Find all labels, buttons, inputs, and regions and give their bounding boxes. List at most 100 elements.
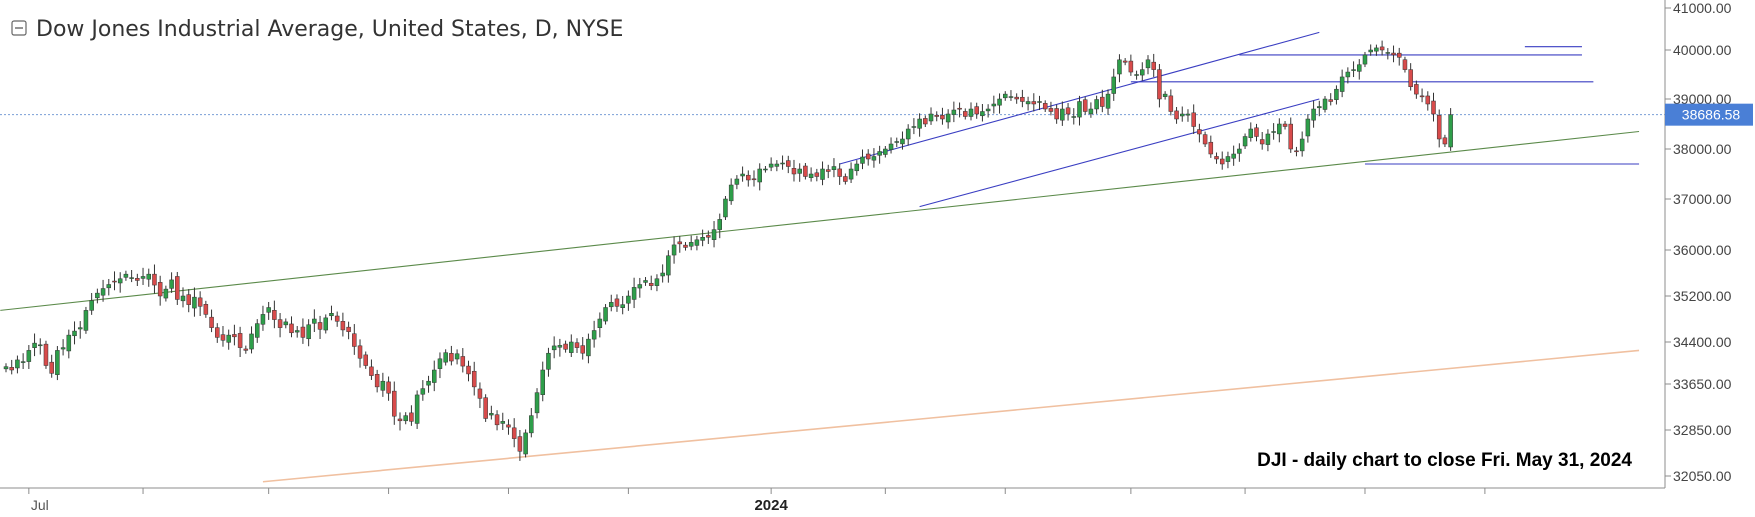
candle-body xyxy=(100,288,106,296)
candle-body xyxy=(60,347,66,350)
candle-body xyxy=(426,380,431,386)
candle-body xyxy=(77,327,83,330)
candle-body xyxy=(557,345,563,348)
candle-body xyxy=(317,322,323,330)
candle-body xyxy=(1134,74,1139,76)
candle-body xyxy=(1379,46,1385,51)
last-price-label: 38686.58 xyxy=(1682,107,1741,123)
candle-body xyxy=(1020,96,1025,102)
y-tick-label: 37000.00 xyxy=(1673,191,1732,207)
trendline-channel-lower[interactable] xyxy=(919,98,1320,208)
candle-body xyxy=(1071,116,1077,118)
candle-body xyxy=(95,292,100,299)
candle-body xyxy=(1396,52,1402,58)
candle-body xyxy=(865,153,871,160)
candle-body xyxy=(432,369,437,383)
candle-body xyxy=(905,128,911,140)
candle-body xyxy=(569,341,574,353)
candle-body xyxy=(1277,123,1282,135)
candle-body xyxy=(1362,54,1368,65)
candle-body xyxy=(374,374,380,388)
candle-body xyxy=(106,284,112,289)
y-tick-label: 32050.00 xyxy=(1673,468,1732,484)
candle-body xyxy=(32,342,37,348)
candle-body xyxy=(20,361,26,363)
candle-body xyxy=(723,198,728,218)
candle-body xyxy=(334,315,340,322)
candle-body xyxy=(774,163,780,167)
candle-body xyxy=(1122,60,1128,63)
candle-body xyxy=(471,370,477,388)
candle-body xyxy=(580,345,585,354)
candle-body xyxy=(540,369,545,395)
candle-body xyxy=(506,424,511,428)
candle-body xyxy=(814,172,820,177)
candle-body xyxy=(1242,136,1248,147)
candle-body xyxy=(1351,69,1356,71)
candle-body xyxy=(1425,95,1431,105)
candle-body xyxy=(706,235,711,238)
candle-body xyxy=(848,168,854,180)
candle-body xyxy=(89,300,94,311)
candle-body xyxy=(1202,134,1208,145)
candle-body xyxy=(957,107,962,110)
candle-body xyxy=(380,380,386,391)
candle-body xyxy=(403,415,408,422)
candle-body xyxy=(1025,101,1031,105)
candle-body xyxy=(123,273,129,278)
candle-body xyxy=(163,288,169,299)
candle-body xyxy=(1442,137,1448,145)
y-tick-label: 41000.00 xyxy=(1673,0,1732,16)
candle-body xyxy=(203,304,209,315)
candle-body xyxy=(1259,139,1265,145)
candle-body xyxy=(500,421,506,424)
candle-body xyxy=(951,109,957,115)
candle-body xyxy=(586,338,591,357)
candle-body xyxy=(980,111,985,117)
candle-body xyxy=(551,345,557,351)
candle-body xyxy=(1174,110,1179,120)
candle-body xyxy=(626,295,631,304)
candle-body xyxy=(803,165,808,177)
candle-body xyxy=(517,436,523,452)
trendline-long-trend[interactable] xyxy=(0,130,1640,311)
y-tick-label: 40000.00 xyxy=(1673,42,1732,58)
candle-body xyxy=(1231,153,1236,159)
candle-body xyxy=(831,166,837,170)
candle-body xyxy=(369,366,374,376)
candle-body xyxy=(763,168,768,171)
candle-body xyxy=(483,397,488,419)
candle-body xyxy=(728,184,734,202)
candle-body xyxy=(1385,52,1391,54)
candle-body xyxy=(1157,69,1162,100)
candle-body xyxy=(249,333,254,350)
candle-body xyxy=(1237,148,1242,154)
candle-body xyxy=(346,326,351,332)
candle-body xyxy=(603,307,608,322)
trendline-long-trend[interactable] xyxy=(262,349,1640,483)
candle-body xyxy=(940,115,945,120)
candle-body xyxy=(1145,59,1151,69)
candle-body xyxy=(945,113,951,123)
candle-body xyxy=(1037,101,1042,103)
candle-body xyxy=(997,98,1002,106)
chart-title: Dow Jones Industrial Average, United Sta… xyxy=(36,17,623,42)
candle-body xyxy=(1031,101,1037,105)
candle-body xyxy=(746,174,751,181)
candle-body xyxy=(1294,150,1299,153)
candle-body xyxy=(1088,108,1094,115)
candle-body xyxy=(363,354,368,366)
candle-body xyxy=(312,318,317,324)
candle-body xyxy=(923,118,928,125)
y-tick-label: 33650.00 xyxy=(1673,376,1732,392)
candle-body xyxy=(694,239,700,246)
candle-body xyxy=(660,272,665,277)
candle-body xyxy=(1191,112,1196,127)
candle-body xyxy=(968,108,974,117)
candle-body xyxy=(637,284,643,289)
candle-body xyxy=(1265,133,1271,145)
candle-body xyxy=(209,316,214,328)
candle-body xyxy=(591,330,597,340)
candle-body xyxy=(1105,93,1111,109)
